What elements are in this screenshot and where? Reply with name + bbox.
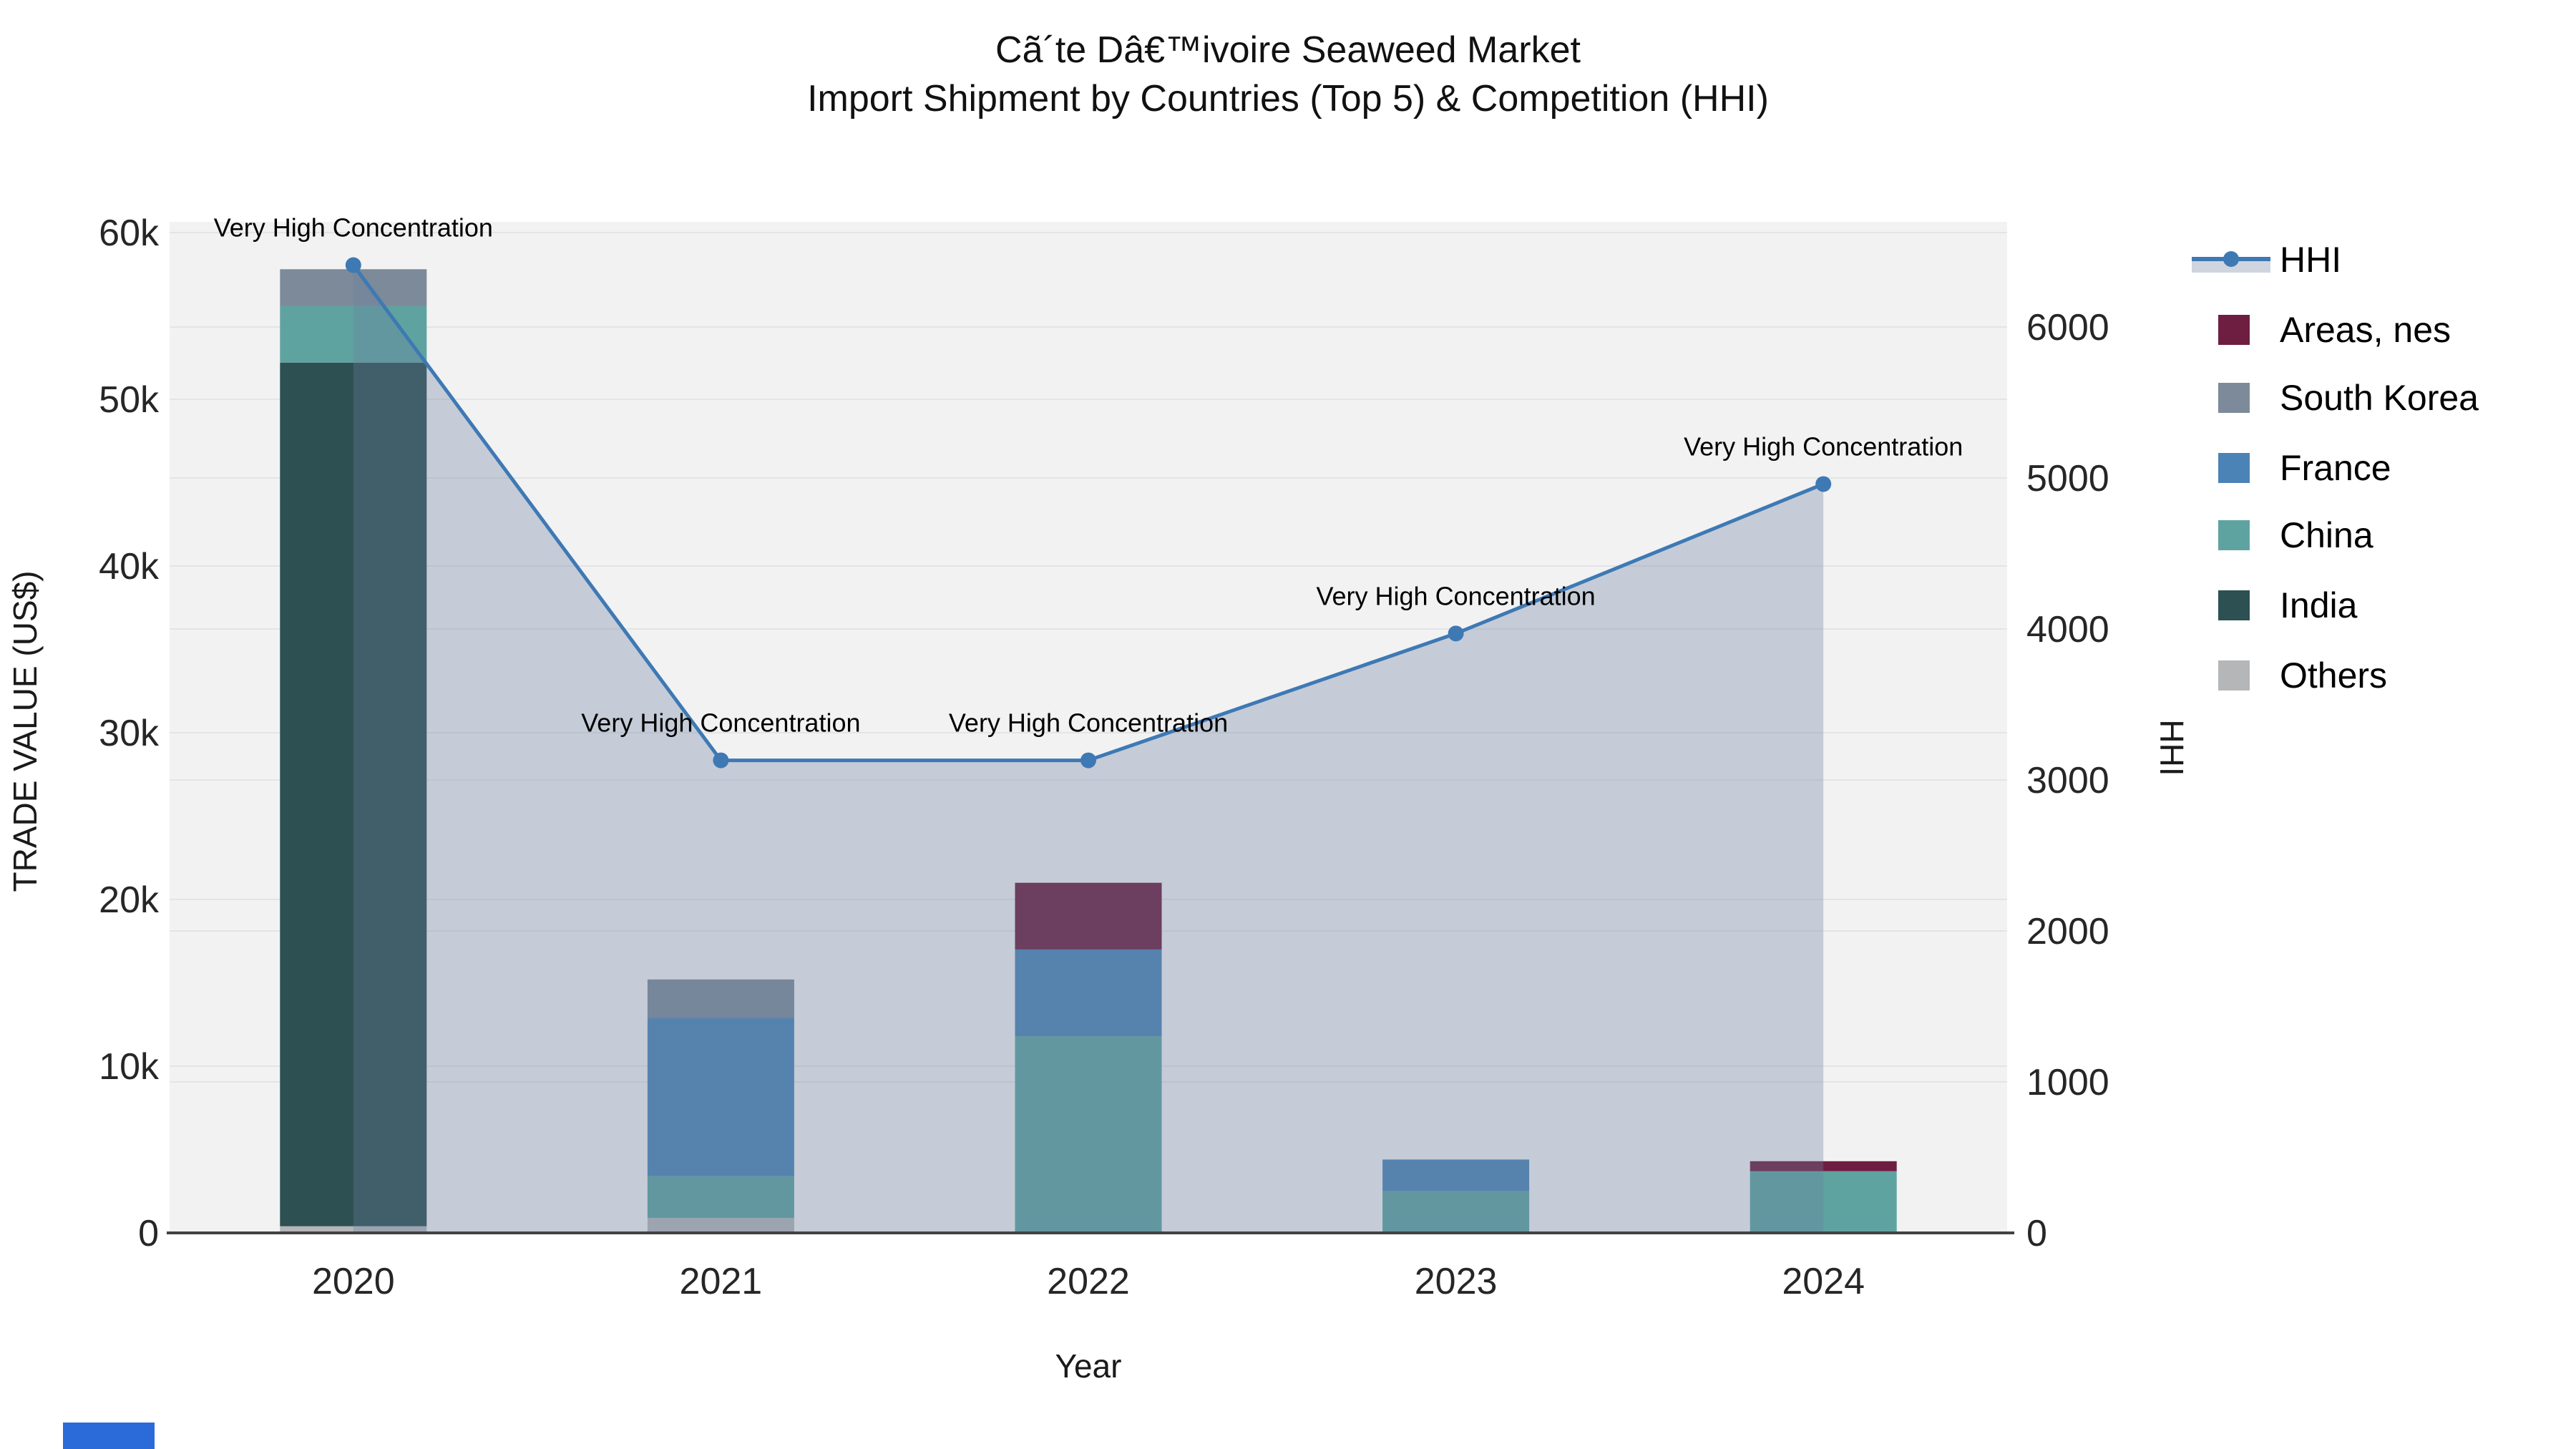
bar-segment-areas-nes [1015,882,1162,950]
y-left-tick-label: 50k [99,379,160,421]
legend-item-others[interactable]: Others [2192,654,2387,697]
bar-segment-france [1382,1159,1530,1191]
y-left-tick-label: 60k [99,213,160,254]
y-right-tick-label: 4000 [2026,609,2109,650]
x-tick-label: 2020 [312,1261,395,1302]
hhi-line-icon [2192,244,2270,275]
legend-item-france[interactable]: France [2192,447,2391,489]
legend-item-south-korea[interactable]: South Korea [2192,376,2479,419]
y-right-tick-label: 0 [2026,1213,2047,1254]
y-right-tick-label: 3000 [2026,760,2109,801]
y-left-tick-label: 40k [99,546,160,587]
bar-segment-india [280,362,427,1226]
x-tick-label: 2023 [1415,1261,1498,1302]
bar-segment-china [1382,1191,1530,1233]
hhi-marker [713,752,729,769]
x-tick-label: 2022 [1047,1261,1130,1302]
legend-label: Others [2280,655,2388,696]
bar-segment-china [280,306,427,363]
chart-title: Cã´te Dâ€™ivoire Seaweed Market [995,29,1581,71]
y-axis-title-left: TRADE VALUE (US$) [6,570,44,892]
chart-subtitle: Import Shipment by Countries (Top 5) & C… [807,78,1769,119]
legend-swatch-icon [2218,453,2250,483]
y-left-tick-label: 20k [99,879,160,921]
legend-swatch-icon [2218,383,2250,413]
hhi-marker [1080,752,1096,769]
hhi-marker [345,257,361,273]
legend-item-hhi[interactable]: HHI [2192,238,2341,281]
x-axis-title: Year [1055,1347,1122,1385]
annotation-very-high-concentration: Very High Concentration [1684,431,1963,461]
annotation-very-high-concentration: Very High Concentration [1316,581,1595,610]
legend-label: South Korea [2280,378,2479,418]
x-tick-label: 2024 [1782,1261,1865,1302]
legend-swatch-icon [2218,520,2250,550]
legend-swatch-icon [2218,590,2250,620]
x-tick-label: 2021 [680,1261,763,1302]
bar-segment-others [280,1226,427,1233]
annotation-very-high-concentration: Very High Concentration [581,708,860,738]
bar-segment-areas-nes [1750,1161,1897,1171]
y-right-tick-label: 6000 [2026,307,2109,348]
bar-segment-china [647,1176,794,1219]
watermark-fragment [63,1423,155,1449]
legend-label: France [2280,448,2391,488]
bar-segment-china [1750,1171,1897,1233]
legend-item-china[interactable]: China [2192,514,2373,557]
hhi-marker [1448,625,1464,642]
hhi-marker [1815,476,1832,492]
annotation-very-high-concentration: Very High Concentration [214,213,493,242]
y-left-tick-label: 10k [99,1046,160,1088]
legend-label: China [2280,515,2373,555]
hhi-area-fill [353,265,1824,1233]
legend-swatch-icon [2218,315,2250,345]
y-axis-title-right: HHI [2153,719,2190,776]
y-left-tick-label: 30k [99,713,160,754]
bar-segment-china [1015,1036,1162,1233]
y-right-tick-label: 2000 [2026,911,2109,952]
bar-segment-france [647,1018,794,1176]
legend-item-areas-nes[interactable]: Areas, nes [2192,308,2451,351]
bar-segment-others [647,1218,794,1233]
bar-segment-south-korea [280,269,427,306]
y-left-tick-label: 0 [138,1213,159,1254]
legend-item-india[interactable]: India [2192,584,2357,627]
legend-label: India [2280,585,2358,625]
y-right-tick-label: 5000 [2026,458,2109,499]
bar-segment-france [1015,949,1162,1037]
legend-label: HHI [2280,240,2342,280]
y-right-tick-label: 1000 [2026,1062,2109,1103]
legend-swatch-icon [2218,660,2250,691]
bar-segment-south-korea [647,979,794,1018]
legend-label: Areas, nes [2280,310,2451,350]
annotation-very-high-concentration: Very High Concentration [949,708,1228,738]
